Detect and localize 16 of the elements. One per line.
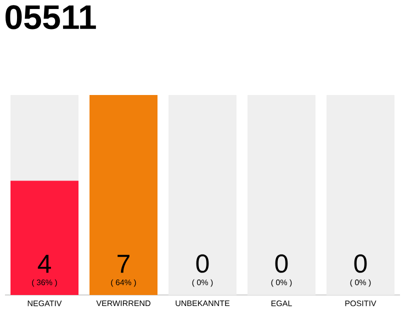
x-tick-label: VERWIRREND	[96, 300, 150, 306]
x-tick-label: POSITIV	[345, 300, 376, 306]
x-tick-label: EGAL	[271, 300, 292, 306]
annotation: ( 0% )	[350, 279, 371, 287]
data-label: 0	[196, 254, 209, 273]
data-label: 0	[354, 254, 367, 273]
annotation: ( 36% )	[32, 279, 57, 287]
annotation: ( 64% )	[111, 279, 136, 287]
x-tick-label: NEGATIV	[28, 300, 62, 306]
data-label: 7	[118, 254, 130, 273]
data-label: 0	[275, 254, 288, 273]
annotation: ( 0% )	[192, 279, 213, 287]
x-tick-label: UNBEKANNTE	[176, 300, 230, 306]
data-label: 4	[38, 254, 51, 273]
annotation: ( 0% )	[271, 279, 292, 287]
chart-title: 05511	[6, 5, 96, 30]
